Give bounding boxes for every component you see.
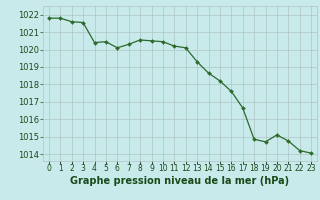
X-axis label: Graphe pression niveau de la mer (hPa): Graphe pression niveau de la mer (hPa) [70, 176, 290, 186]
